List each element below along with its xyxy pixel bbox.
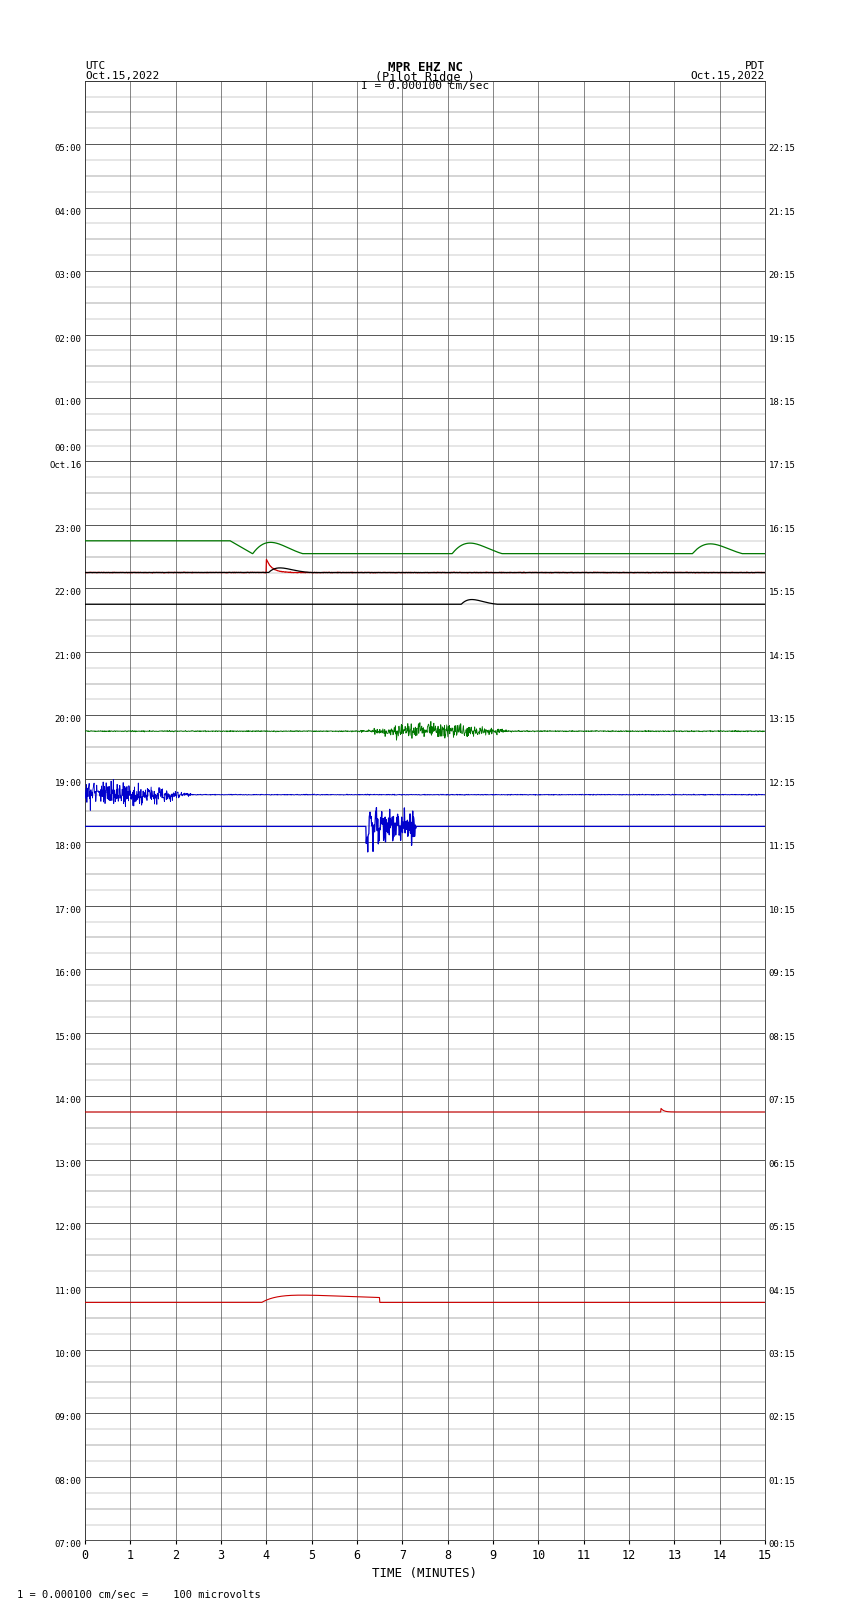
Text: Oct.15,2022: Oct.15,2022 [85, 71, 159, 81]
Text: 11:15: 11:15 [768, 842, 796, 852]
Text: 14:15: 14:15 [768, 652, 796, 661]
Text: 00:00: 00:00 [54, 444, 82, 453]
Text: 16:00: 16:00 [54, 969, 82, 977]
Text: 17:15: 17:15 [768, 461, 796, 471]
Text: MPR EHZ NC: MPR EHZ NC [388, 61, 462, 74]
Text: 08:15: 08:15 [768, 1032, 796, 1042]
Text: 04:00: 04:00 [54, 208, 82, 216]
Text: 01:00: 01:00 [54, 398, 82, 406]
Text: 14:00: 14:00 [54, 1097, 82, 1105]
Text: 03:15: 03:15 [768, 1350, 796, 1360]
Text: 00:15: 00:15 [768, 1540, 796, 1550]
Text: 18:15: 18:15 [768, 398, 796, 406]
Text: 11:00: 11:00 [54, 1287, 82, 1295]
Text: 12:15: 12:15 [768, 779, 796, 787]
Text: 02:15: 02:15 [768, 1413, 796, 1423]
Text: Oct.16: Oct.16 [49, 461, 82, 471]
Text: 07:15: 07:15 [768, 1097, 796, 1105]
Text: 05:15: 05:15 [768, 1223, 796, 1232]
Text: 02:00: 02:00 [54, 334, 82, 344]
Text: 10:15: 10:15 [768, 907, 796, 915]
X-axis label: TIME (MINUTES): TIME (MINUTES) [372, 1566, 478, 1579]
Text: 09:15: 09:15 [768, 969, 796, 977]
Text: 20:00: 20:00 [54, 715, 82, 724]
Text: I = 0.000100 cm/sec: I = 0.000100 cm/sec [361, 81, 489, 90]
Text: 21:15: 21:15 [768, 208, 796, 216]
Text: 16:15: 16:15 [768, 524, 796, 534]
Text: 06:15: 06:15 [768, 1160, 796, 1168]
Text: 19:00: 19:00 [54, 779, 82, 787]
Text: 10:00: 10:00 [54, 1350, 82, 1360]
Text: PDT: PDT [745, 61, 765, 71]
Text: 03:00: 03:00 [54, 271, 82, 281]
Text: 15:15: 15:15 [768, 589, 796, 597]
Text: (Pilot Ridge ): (Pilot Ridge ) [375, 71, 475, 84]
Text: 13:15: 13:15 [768, 715, 796, 724]
Text: 04:15: 04:15 [768, 1287, 796, 1295]
Text: 21:00: 21:00 [54, 652, 82, 661]
Text: 08:00: 08:00 [54, 1478, 82, 1486]
Text: 22:15: 22:15 [768, 144, 796, 153]
Text: 09:00: 09:00 [54, 1413, 82, 1423]
Text: 1 = 0.000100 cm/sec =    100 microvolts: 1 = 0.000100 cm/sec = 100 microvolts [17, 1590, 261, 1600]
Text: 17:00: 17:00 [54, 907, 82, 915]
Text: 15:00: 15:00 [54, 1032, 82, 1042]
Text: 18:00: 18:00 [54, 842, 82, 852]
Text: 19:15: 19:15 [768, 334, 796, 344]
Text: 13:00: 13:00 [54, 1160, 82, 1168]
Text: 05:00: 05:00 [54, 144, 82, 153]
Text: UTC: UTC [85, 61, 105, 71]
Text: 12:00: 12:00 [54, 1223, 82, 1232]
Text: 22:00: 22:00 [54, 589, 82, 597]
Text: 23:00: 23:00 [54, 524, 82, 534]
Text: Oct.15,2022: Oct.15,2022 [691, 71, 765, 81]
Text: 20:15: 20:15 [768, 271, 796, 281]
Text: 01:15: 01:15 [768, 1478, 796, 1486]
Text: 07:00: 07:00 [54, 1540, 82, 1550]
